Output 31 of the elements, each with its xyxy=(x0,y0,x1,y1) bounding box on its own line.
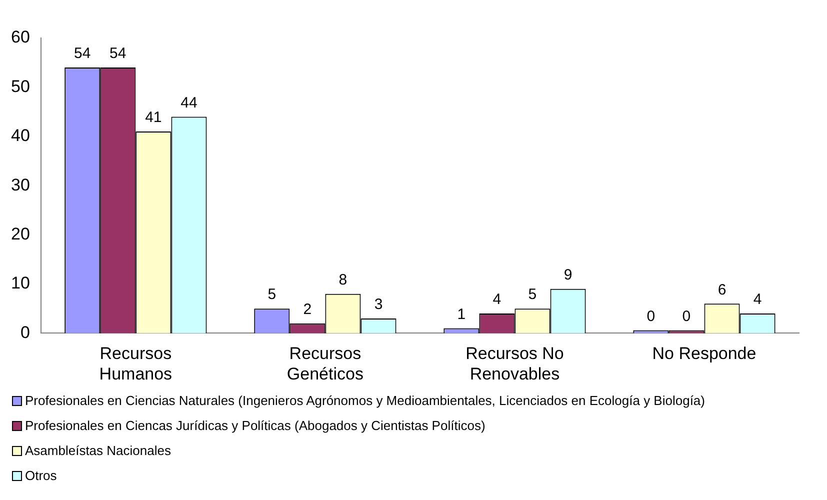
data-label: 4 xyxy=(492,291,502,308)
y-tick-label: 10 xyxy=(10,274,30,293)
data-label: 5 xyxy=(268,286,276,304)
data-label: 3 xyxy=(374,296,383,314)
y-tick-label: 20 xyxy=(10,224,30,244)
y-tick-label: 50 xyxy=(10,76,30,96)
y-tick-label: 30 xyxy=(10,175,30,194)
data-label: 8 xyxy=(338,271,348,288)
x-tick-label: No Responde xyxy=(652,344,756,364)
data-label: 1 xyxy=(457,306,466,323)
legend-label: Profesionales en Ciencas Jurídicas y Políticas (Abogados y Cientistas Políticos) xyxy=(25,418,486,433)
x-tick-label: Recursos No Renovables xyxy=(466,344,564,384)
data-label: 0 xyxy=(646,308,656,325)
data-label: 44 xyxy=(180,94,198,112)
data-label: 41 xyxy=(145,109,162,126)
data-label: 6 xyxy=(718,281,726,298)
y-tick-label: 60 xyxy=(10,28,30,47)
legend-label: Profesionales en Ciencias Naturales (Ingenieros Agrónomos y Medioambientales, Licenciados en Ecología y Biología) xyxy=(25,393,705,408)
legend-label: Otros xyxy=(25,468,57,483)
y-tick-label: 40 xyxy=(10,126,30,146)
data-label: 2 xyxy=(303,301,312,318)
data-label: 54 xyxy=(74,45,91,62)
data-label: 0 xyxy=(682,308,691,325)
data-label: 9 xyxy=(564,266,572,284)
data-label: 5 xyxy=(528,286,537,304)
x-tick-label: Recursos Humanos xyxy=(99,344,172,384)
x-tick-label: Recursos Genéticos xyxy=(286,344,364,384)
legend-label: Asambleístas Nacionales xyxy=(25,443,171,458)
y-tick-label: 0 xyxy=(20,322,30,342)
data-label: 4 xyxy=(753,291,762,308)
data-label: 54 xyxy=(110,45,126,62)
